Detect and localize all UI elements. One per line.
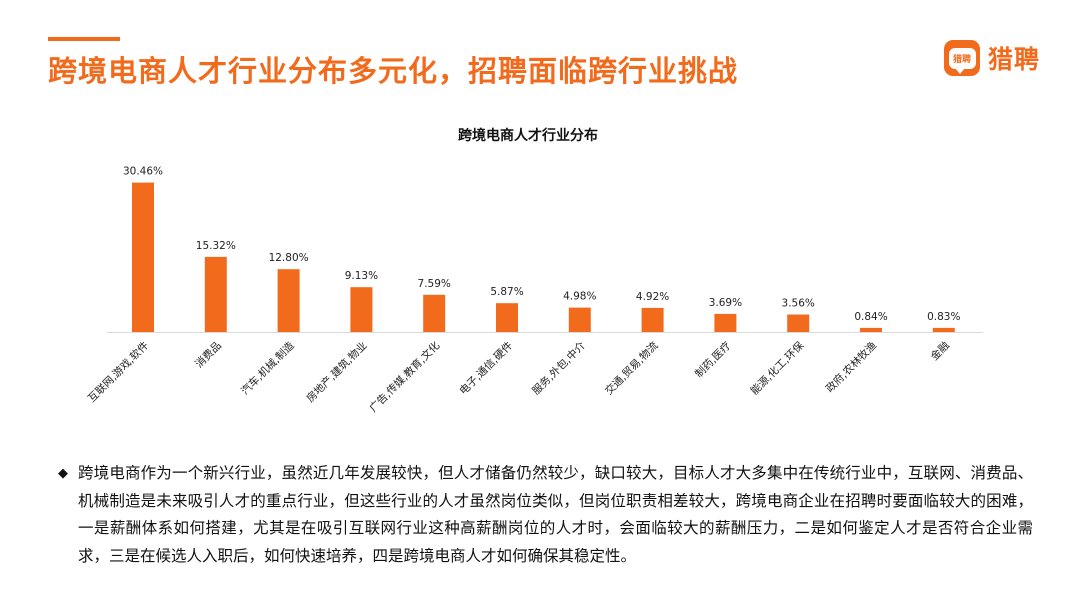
data-label-12: 0.83%	[927, 311, 960, 323]
category-label-2: 消费品	[192, 339, 223, 370]
brand-badge-icon: 猎聘	[944, 40, 980, 76]
category-label-11: 政府,农林牧渔	[823, 339, 879, 395]
bar-4	[350, 287, 373, 332]
data-label-6: 5.87%	[490, 286, 523, 298]
category-label-6: 电子,通信,硬件	[457, 339, 515, 397]
industry-bar-chart: 跨境电商人才行业分布 30.46% 互联网,游戏,软件 15.32% 消费品 12.80…	[85, 127, 983, 415]
bar-3	[277, 269, 300, 332]
title-accent-bar	[48, 37, 120, 41]
bar-11	[860, 327, 882, 332]
data-label-4: 9.13%	[345, 270, 378, 282]
data-label-7: 4.98%	[563, 291, 596, 303]
category-label-3: 汽车,机械,制造	[238, 339, 297, 398]
category-label-9: 制药,医疗	[692, 339, 734, 381]
brand-badge-text: 猎聘	[948, 47, 976, 74]
bar-9	[714, 313, 737, 332]
category-label-1: 互联网,游戏,软件	[85, 339, 151, 405]
bar-6	[496, 303, 518, 332]
data-label-9: 3.69%	[709, 297, 742, 309]
bar-10	[787, 314, 810, 332]
data-label-3: 12.80%	[269, 252, 309, 264]
brand-name: 猎聘	[988, 45, 1041, 74]
data-label-5: 7.59%	[418, 278, 451, 290]
bar-1	[132, 182, 154, 332]
category-label-12: 金融	[928, 339, 952, 363]
bar-5	[423, 294, 446, 332]
page-title: 跨境电商人才行业分布多元化，招聘面临跨行业挑战	[48, 54, 739, 88]
data-label-11: 0.84%	[854, 311, 887, 323]
category-label-8: 交通,贸易,物流	[602, 339, 661, 398]
category-label-10: 能源,化工,环保	[748, 339, 807, 398]
summary-paragraph: 跨境电商作为一个新兴行业，虽然近几年发展较快，但人才储备仍然较少，缺口较大，目标…	[78, 464, 1033, 565]
chart-title: 跨境电商人才行业分布	[458, 127, 598, 144]
summary-notes: ◆ 跨境电商作为一个新兴行业，虽然近几年发展较快，但人才储备仍然较少，缺口较大，…	[58, 460, 1033, 570]
category-label-7: 服务,外包,中介	[529, 339, 588, 398]
brand-logo: 猎聘 猎聘	[944, 38, 1040, 78]
bar-12	[932, 327, 955, 332]
data-label-8: 4.92%	[636, 291, 669, 303]
bar-8	[641, 307, 664, 332]
bar-2	[204, 256, 227, 332]
category-label-4: 房地产,建筑,物业	[304, 339, 370, 405]
diamond-bullet-icon: ◆	[58, 466, 68, 481]
bar-7	[568, 307, 591, 332]
data-label-10: 3.56%	[782, 298, 815, 310]
data-label-1: 30.46%	[123, 166, 163, 178]
category-label-5: 广告,传媒,教育,文化	[367, 339, 443, 415]
data-label-2: 15.32%	[196, 240, 236, 252]
